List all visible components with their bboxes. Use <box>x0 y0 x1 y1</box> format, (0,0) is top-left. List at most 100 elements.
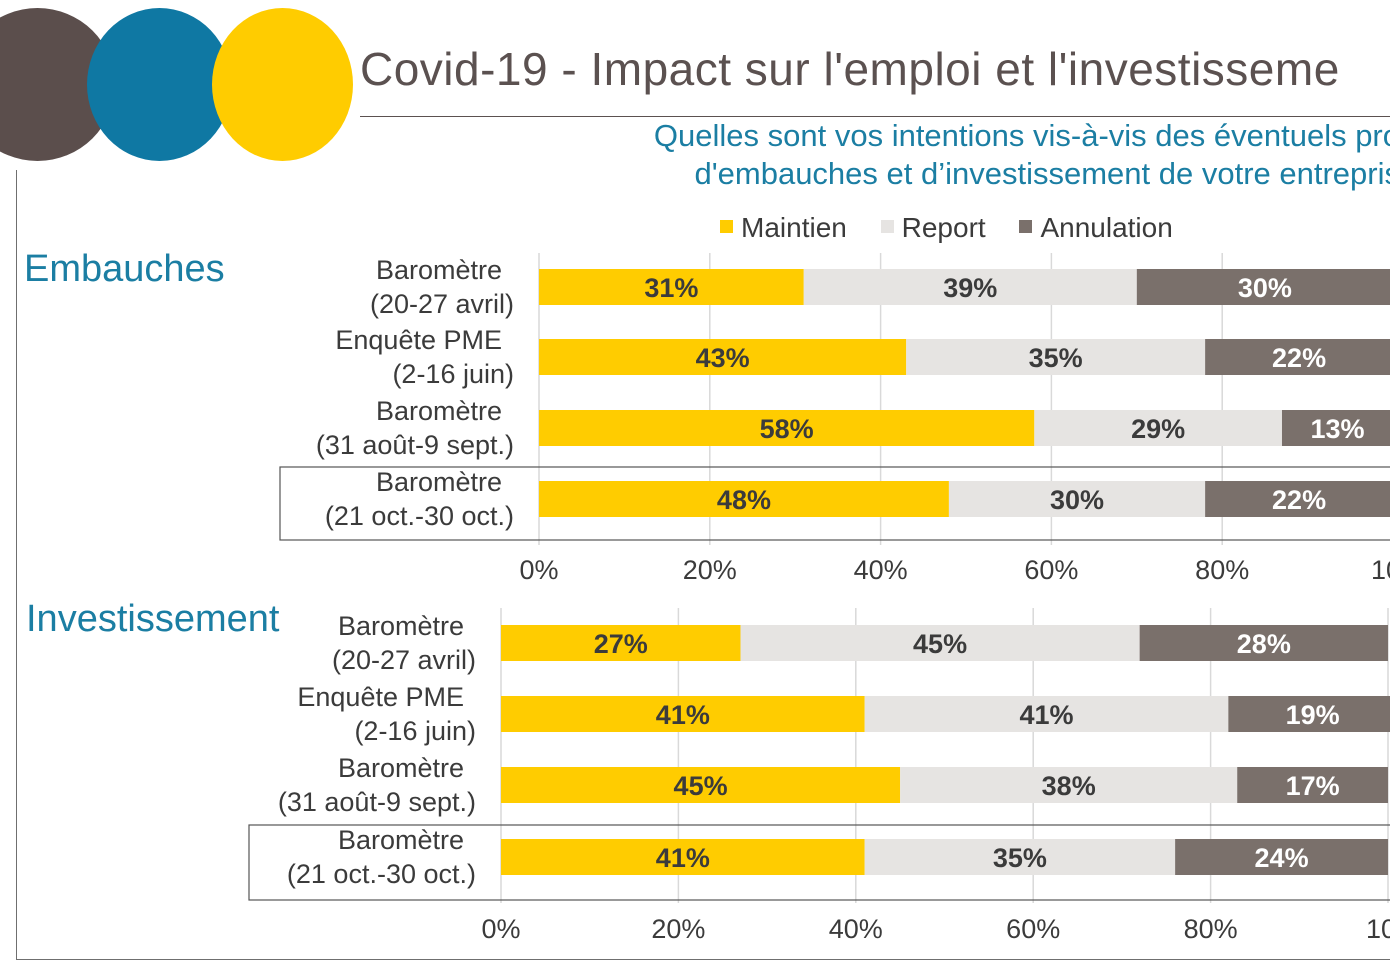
embauches-value-label-report-2: 29% <box>1131 414 1185 444</box>
embauches-tick-label-2: 40% <box>854 555 908 585</box>
embauches-value-label-annulation-0: 30% <box>1238 273 1292 303</box>
legend-item-maintien: Maintien <box>720 212 847 244</box>
logo-circle-blue <box>87 8 232 161</box>
investissement-bar-report-3 <box>864 839 1176 875</box>
investissement-category-label-2-1: (31 août-9 sept.) <box>278 787 476 817</box>
embauches-value-label-maintien-3: 48% <box>717 485 771 515</box>
legend-swatch-annulation <box>1019 220 1033 233</box>
embauches-highlight-box <box>279 466 1390 541</box>
legend-label-annulation: Annulation <box>1040 212 1173 243</box>
legend-label-report: Report <box>901 212 986 243</box>
embauches-category-label-1-1: (2-16 juin) <box>392 359 514 389</box>
investissement-category-label-0-1: (20-27 avril) <box>332 645 476 675</box>
investissement-category-label-3-1: (21 oct.-30 oct.) <box>287 859 476 889</box>
embauches-value-label-annulation-2: 13% <box>1310 414 1364 444</box>
section-label-investissement: Investissement <box>26 598 280 640</box>
investissement-tick-label-5: 100 <box>1366 914 1390 944</box>
investissement-bar-maintien-1 <box>501 696 865 732</box>
embauches-category-label-3-1: (21 oct.-30 oct.) <box>325 501 514 531</box>
embauches-value-label-report-1: 35% <box>1029 343 1083 373</box>
embauches-category-label-2-1: (31 août-9 sept.) <box>316 430 514 460</box>
investissement-value-label-annulation-1: 19% <box>1286 700 1340 730</box>
investissement-value-label-report-3: 35% <box>993 843 1047 873</box>
embauches-category-label-0-0: Baromètre <box>376 255 502 285</box>
investissement-value-label-annulation-3: 24% <box>1255 843 1309 873</box>
logo-circle-yellow <box>212 8 353 161</box>
subtitle-line-2: d'embauches et d’investissement de votre… <box>694 156 1390 191</box>
investissement-bar-report-1 <box>864 696 1229 732</box>
investissement-tick-label-4: 80% <box>1184 914 1238 944</box>
embauches-tick-label-3: 60% <box>1024 555 1078 585</box>
investissement-bar-maintien-0 <box>501 625 741 661</box>
embauches-bar-maintien-2 <box>539 410 1035 446</box>
embauches-bar-annulation-2 <box>1281 410 1390 446</box>
embauches-bar-annulation-3 <box>1205 481 1390 517</box>
embauches-category-label-3-0: Baromètre <box>376 467 502 497</box>
embauches-bar-report-0 <box>803 269 1137 305</box>
investissement-tick-label-3: 60% <box>1006 914 1060 944</box>
embauches-value-label-maintien-2: 58% <box>760 414 814 444</box>
embauches-category-label-2-0: Baromètre <box>376 396 502 426</box>
embauches-bar-maintien-0 <box>539 269 804 305</box>
section-label-embauches: Embauches <box>24 248 225 290</box>
embauches-tick-label-0: 0% <box>519 555 558 585</box>
investissement-value-label-maintien-3: 41% <box>656 843 710 873</box>
embauches-bar-maintien-1 <box>539 339 907 375</box>
legend-swatch-report <box>880 220 894 233</box>
investissement-category-label-3-0: Baromètre <box>338 825 464 855</box>
investissement-value-label-maintien-2: 45% <box>674 771 728 801</box>
investissement-category-label-1-0: Enquête PME <box>297 682 464 712</box>
legend-swatch-maintien <box>720 220 733 233</box>
embauches-bar-annulation-0 <box>1136 269 1390 305</box>
investissement-bar-annulation-0 <box>1139 625 1388 661</box>
investissement-value-label-report-1: 41% <box>1019 700 1073 730</box>
investissement-tick-label-0: 0% <box>481 914 520 944</box>
investissement-bar-report-2 <box>900 767 1238 803</box>
legend-label-maintien: Maintien <box>741 212 847 243</box>
investissement-category-label-0-0: Baromètre <box>338 611 464 641</box>
investissement-bar-maintien-3 <box>501 839 865 875</box>
embauches-bar-annulation-1 <box>1205 339 1390 375</box>
embauches-bar-report-1 <box>906 339 1206 375</box>
embauches-value-label-report-3: 30% <box>1050 485 1104 515</box>
subtitle-line-1: Quelles sont vos intentions vis-à-vis de… <box>653 118 1390 153</box>
investissement-value-label-maintien-0: 27% <box>594 629 648 659</box>
investissement-value-label-report-0: 45% <box>913 629 967 659</box>
investissement-category-label-2-0: Baromètre <box>338 753 464 783</box>
investissement-bar-maintien-2 <box>501 767 901 803</box>
embauches-tick-label-5: 10 <box>1371 555 1390 585</box>
investissement-bar-report-0 <box>740 625 1140 661</box>
frame-left-border <box>16 170 17 960</box>
investissement-tick-label-2: 40% <box>829 914 883 944</box>
embauches-value-label-report-0: 39% <box>943 273 997 303</box>
investissement-value-label-maintien-1: 41% <box>656 700 710 730</box>
legend-item-annulation: Annulation <box>1019 212 1173 244</box>
chart-legend: Maintien Report Annulation <box>720 212 1199 244</box>
investissement-bar-annulation-3 <box>1175 839 1388 875</box>
embauches-bar-maintien-3 <box>539 481 949 517</box>
title-divider <box>360 116 1390 117</box>
investissement-value-label-annulation-0: 28% <box>1237 629 1291 659</box>
embauches-value-label-annulation-1: 22% <box>1272 343 1326 373</box>
embauches-value-label-annulation-3: 22% <box>1272 485 1326 515</box>
frame-bottom-border <box>16 959 1390 960</box>
investissement-value-label-report-2: 38% <box>1042 771 1096 801</box>
legend-item-report: Report <box>880 212 986 244</box>
investissement-highlight-box <box>248 824 1390 901</box>
investissement-value-label-annulation-2: 17% <box>1286 771 1340 801</box>
embauches-tick-label-1: 20% <box>683 555 737 585</box>
investissement-bar-annulation-2 <box>1237 767 1388 803</box>
embauches-bar-report-2 <box>1034 410 1282 446</box>
embauches-value-label-maintien-0: 31% <box>644 273 698 303</box>
embauches-tick-label-4: 80% <box>1195 555 1249 585</box>
page-title: Covid-19 - Impact sur l'emploi et l'inve… <box>360 43 1340 95</box>
embauches-category-label-0-1: (20-27 avril) <box>370 289 514 319</box>
embauches-bar-report-3 <box>948 481 1206 517</box>
investissement-tick-label-1: 20% <box>651 914 705 944</box>
embauches-category-label-1-0: Enquête PME <box>335 325 502 355</box>
embauches-value-label-maintien-1: 43% <box>696 343 750 373</box>
investissement-bar-annulation-1 <box>1228 696 1390 732</box>
investissement-category-label-1-1: (2-16 juin) <box>354 716 476 746</box>
